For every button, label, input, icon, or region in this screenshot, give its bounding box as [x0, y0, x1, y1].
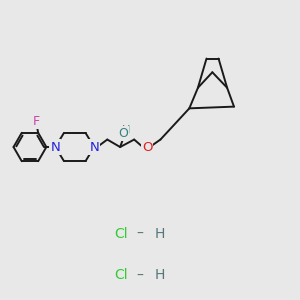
Text: F: F — [32, 115, 40, 128]
Text: –: – — [136, 268, 143, 282]
Text: H: H — [154, 268, 165, 282]
Text: H: H — [154, 226, 165, 241]
Text: Cl: Cl — [114, 226, 128, 241]
Text: N: N — [50, 140, 60, 154]
Text: H: H — [122, 125, 130, 135]
Text: –: – — [136, 226, 143, 241]
Text: Cl: Cl — [114, 268, 128, 282]
Text: O: O — [118, 128, 128, 140]
Text: O: O — [142, 140, 152, 154]
Text: N: N — [89, 140, 99, 154]
